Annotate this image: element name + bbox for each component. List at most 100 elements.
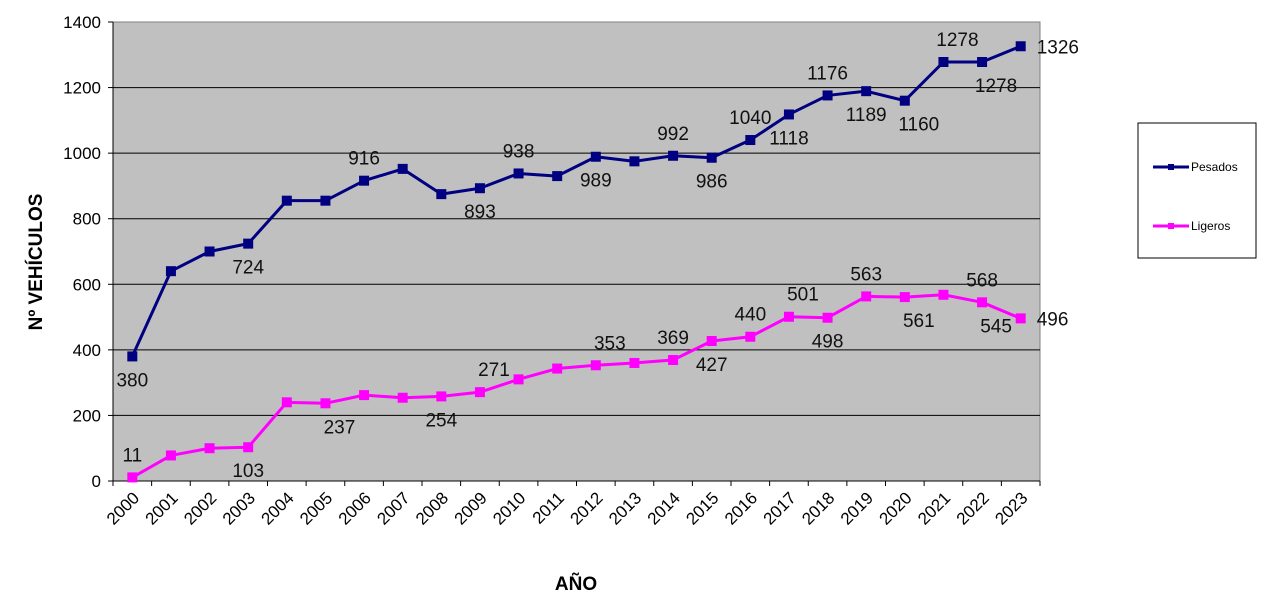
data-label-pesados-8: 1040	[729, 108, 771, 129]
data-label-pesados-3: 893	[464, 202, 496, 223]
x-tick-label-2022: 2022	[953, 488, 993, 528]
point-ligeros-2003	[243, 442, 254, 453]
point-ligeros-2012	[590, 360, 601, 371]
point-ligeros-2005	[320, 398, 331, 409]
legend-marker-pesados	[1168, 164, 1174, 170]
point-ligeros-2002	[204, 443, 215, 454]
point-ligeros-2011	[552, 363, 563, 374]
point-ligeros-2006	[359, 390, 370, 401]
x-tick-label-2005: 2005	[296, 488, 336, 528]
point-ligeros-2010	[513, 374, 524, 385]
point-pesados-2005	[320, 195, 331, 206]
point-pesados-2009	[474, 183, 485, 194]
point-ligeros-2013	[629, 357, 640, 368]
point-pesados-2022	[977, 56, 988, 67]
point-pesados-2001	[165, 266, 176, 277]
x-tick-label-2010: 2010	[489, 488, 529, 528]
point-pesados-2000	[127, 351, 138, 362]
data-label-ligeros-5: 353	[594, 333, 626, 354]
point-pesados-2011	[552, 171, 563, 182]
x-tick-label-2000: 2000	[103, 488, 143, 528]
point-ligeros-2008	[436, 391, 447, 402]
point-pesados-2002	[204, 246, 215, 257]
point-pesados-2016	[745, 135, 756, 146]
y-tick-label-200: 200	[73, 406, 101, 425]
x-tick-label-2004: 2004	[257, 488, 297, 528]
series-line-ligeros	[131, 293, 1022, 479]
data-label-pesados-2: 916	[348, 149, 380, 170]
point-pesados-2004	[281, 195, 292, 206]
x-tick-label-2018: 2018	[798, 488, 838, 528]
data-label-ligeros-8: 440	[734, 305, 766, 326]
data-label-pesados-0: 380	[116, 370, 148, 391]
legend-label-pesados: Pesados	[1191, 160, 1238, 174]
point-ligeros-2016	[745, 331, 756, 342]
point-ligeros-2009	[474, 387, 485, 398]
data-label-ligeros-6: 369	[657, 328, 689, 349]
point-pesados-2013	[629, 156, 640, 167]
point-pesados-2017	[783, 109, 794, 120]
data-label-ligeros-3: 254	[425, 410, 457, 431]
point-pesados-2006	[359, 175, 370, 186]
point-ligeros-2001	[165, 450, 176, 461]
data-label-pesados-7: 986	[696, 172, 728, 193]
y-tick-label-1200: 1200	[63, 79, 101, 98]
point-ligeros-2022	[977, 297, 988, 308]
point-ligeros-2021	[938, 289, 949, 300]
x-tick-label-2008: 2008	[412, 488, 452, 528]
data-label-ligeros-4: 271	[478, 360, 510, 381]
y-tick-label-1400: 1400	[63, 13, 101, 32]
point-pesados-2019	[861, 86, 872, 97]
point-pesados-2010	[513, 168, 524, 179]
gridlines	[113, 87, 1040, 416]
data-label-ligeros-7: 427	[696, 355, 728, 376]
x-tick-label-2003: 2003	[219, 488, 259, 528]
point-pesados-2020	[899, 95, 910, 106]
point-ligeros-2014	[668, 355, 679, 366]
data-label-pesados-1: 724	[232, 258, 264, 279]
data-label-pesados-9: 1118	[769, 128, 808, 149]
x-tick-label-2012: 2012	[566, 488, 606, 528]
data-label-pesados-10: 1176	[807, 63, 848, 84]
x-tick-label-2011: 2011	[529, 488, 568, 527]
point-pesados-2012	[590, 151, 601, 162]
y-axis-title: Nº VEHÍCULOS	[25, 194, 47, 331]
y-axis: 0 200 400 600 800 1000 1200 1400	[63, 13, 114, 491]
x-tick-label-2007: 2007	[373, 488, 413, 528]
data-label-pesados-13: 1278	[936, 30, 978, 51]
data-label-ligeros-10: 498	[812, 332, 844, 353]
legend-marker-ligeros	[1168, 223, 1174, 229]
x-tick-label-2023: 2023	[991, 488, 1031, 528]
point-ligeros-2015	[706, 336, 717, 347]
point-pesados-2023	[1015, 41, 1026, 52]
x-tick-label-2002: 2002	[180, 488, 220, 528]
data-label-pesados-12: 1160	[898, 115, 939, 136]
y-tick-label-800: 800	[73, 210, 101, 229]
data-label-ligeros-2: 237	[324, 417, 356, 438]
point-ligeros-2007	[397, 392, 408, 403]
data-label-pesados-4: 938	[503, 141, 535, 162]
x-tick-label-2016: 2016	[721, 488, 761, 528]
x-tick-label-2001: 2001	[142, 488, 182, 528]
data-label-ligeros-14: 545	[980, 316, 1012, 337]
legend-label-ligeros: Ligeros	[1191, 219, 1230, 233]
point-pesados-2007	[397, 163, 408, 174]
point-ligeros-2018	[822, 312, 833, 323]
data-label-ligeros-1: 103	[232, 461, 264, 482]
x-axis-title: AÑO	[555, 573, 597, 595]
x-tick-label-2014: 2014	[644, 488, 684, 528]
point-pesados-2014	[668, 150, 679, 161]
x-tick-label-2006: 2006	[335, 488, 375, 528]
point-pesados-2008	[436, 189, 447, 200]
point-pesados-2015	[706, 152, 717, 163]
data-label-pesados-11: 1189	[846, 105, 887, 126]
y-tick-label-1000: 1000	[63, 144, 101, 163]
x-tick-label-2019: 2019	[837, 488, 877, 528]
point-pesados-2018	[822, 90, 833, 101]
x-tick-label-2017: 2017	[760, 488, 800, 528]
data-label-ligeros-12: 561	[903, 311, 935, 332]
x-axis: 2000200120022003200420052006200720082009…	[103, 480, 1041, 529]
x-tick-label-2013: 2013	[605, 488, 645, 528]
